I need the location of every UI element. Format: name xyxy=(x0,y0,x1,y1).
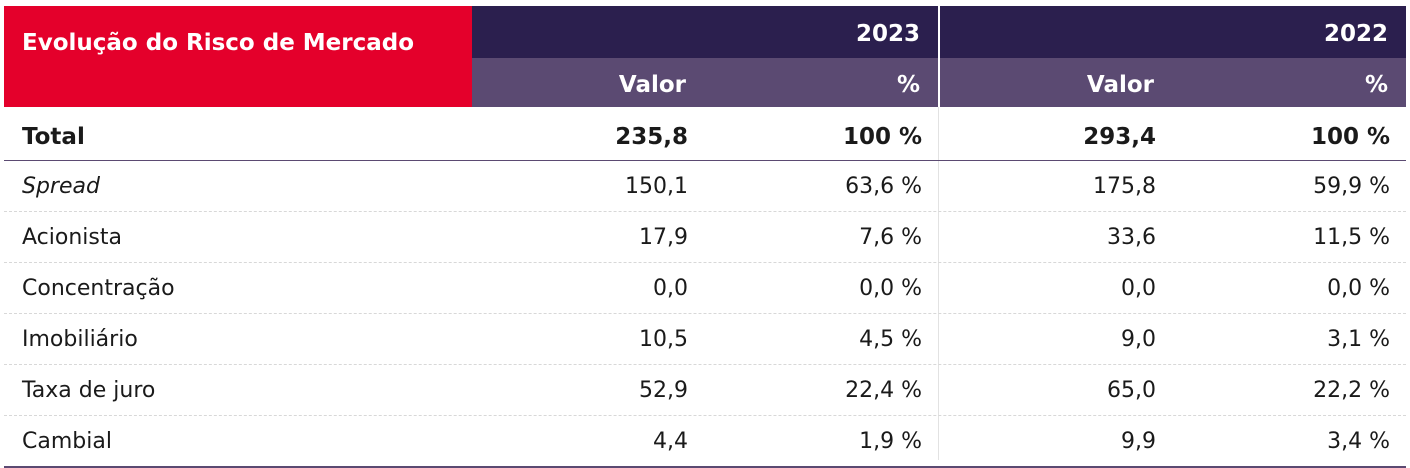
row-label: Cambial xyxy=(22,429,112,454)
table-row: Spread 150,1 63,6 % 175,8 59,9 % xyxy=(4,161,1406,212)
cell-percent-2023: 0,0 % xyxy=(859,276,922,301)
table-row: Imobiliário 10,5 4,5 % 9,0 3,1 % xyxy=(4,314,1406,365)
table-row: Acionista 17,9 7,6 % 33,6 11,5 % xyxy=(4,212,1406,263)
header-percent-2023: % xyxy=(704,58,938,107)
year-header-2022: 2022 xyxy=(940,6,1406,58)
cell-value-2022: 33,6 xyxy=(1107,225,1156,250)
column-separator xyxy=(938,107,939,460)
year-header-2023: 2023 xyxy=(472,6,938,58)
cell-value-2022: 0,0 xyxy=(1121,276,1156,301)
table-row: Concentração 0,0 0,0 % 0,0 0,0 % xyxy=(4,263,1406,314)
cell-percent-2022: 0,0 % xyxy=(1327,276,1390,301)
header-valor-2023: Valor xyxy=(472,58,704,107)
cell-percent-2023: 100 % xyxy=(842,124,922,150)
table-title: Evolução do Risco de Mercado xyxy=(4,6,472,107)
row-label: Imobiliário xyxy=(22,327,138,352)
cell-value-2023: 17,9 xyxy=(639,225,688,250)
cell-value-2022: 65,0 xyxy=(1107,378,1156,403)
year-separator xyxy=(938,6,940,107)
row-label: Acionista xyxy=(22,225,122,250)
cell-value-2023: 235,8 xyxy=(615,124,688,150)
cell-value-2022: 175,8 xyxy=(1093,174,1156,199)
cell-percent-2022: 3,1 % xyxy=(1327,327,1390,352)
cell-value-2023: 4,4 xyxy=(653,429,688,454)
table-row-total: Total 235,8 100 % 293,4 100 % xyxy=(4,110,1406,161)
cell-value-2022: 9,9 xyxy=(1121,429,1156,454)
row-label: Concentração xyxy=(22,276,175,301)
row-label: Spread xyxy=(22,174,100,199)
cell-percent-2023: 63,6 % xyxy=(845,174,922,199)
cell-percent-2022: 3,4 % xyxy=(1327,429,1390,454)
cell-value-2023: 150,1 xyxy=(625,174,688,199)
cell-percent-2023: 22,4 % xyxy=(845,378,922,403)
cell-percent-2023: 4,5 % xyxy=(859,327,922,352)
cell-percent-2022: 100 % xyxy=(1310,124,1390,150)
cell-value-2023: 10,5 xyxy=(639,327,688,352)
row-label: Taxa de juro xyxy=(22,378,156,403)
header-valor-2022: Valor xyxy=(940,58,1172,107)
table-row: Taxa de juro 52,9 22,4 % 65,0 22,2 % xyxy=(4,365,1406,416)
header-percent-2022: % xyxy=(1172,58,1406,107)
cell-percent-2023: 7,6 % xyxy=(859,225,922,250)
cell-percent-2022: 11,5 % xyxy=(1313,225,1390,250)
table-row: Cambial 4,4 1,9 % 9,9 3,4 % xyxy=(4,416,1406,468)
cell-value-2022: 293,4 xyxy=(1083,124,1156,150)
cell-value-2023: 52,9 xyxy=(639,378,688,403)
cell-percent-2022: 22,2 % xyxy=(1313,378,1390,403)
cell-value-2023: 0,0 xyxy=(653,276,688,301)
cell-percent-2022: 59,9 % xyxy=(1313,174,1390,199)
row-label: Total xyxy=(22,124,85,150)
cell-value-2022: 9,0 xyxy=(1121,327,1156,352)
cell-percent-2023: 1,9 % xyxy=(859,429,922,454)
